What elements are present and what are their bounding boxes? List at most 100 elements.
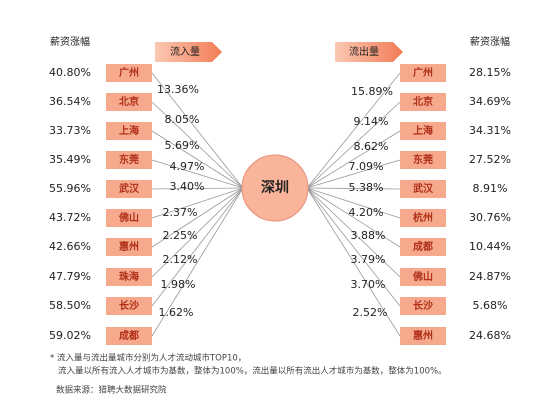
left-header: 薪资涨幅: [50, 35, 90, 48]
city-box: [106, 122, 152, 140]
connector: [306, 159, 401, 189]
city-box: [106, 180, 152, 198]
salary: 33.73%: [49, 124, 91, 137]
city: 珠海: [119, 270, 139, 283]
connector: [151, 187, 244, 337]
city: 广州: [119, 66, 139, 79]
salary: 24.87%: [469, 270, 511, 283]
flow-share: 1.62%: [159, 306, 194, 319]
connector: [151, 187, 244, 219]
city: 佛山: [412, 270, 433, 283]
connector: [151, 187, 244, 307]
connector: [151, 101, 244, 189]
city: 杭州: [413, 211, 433, 224]
connector: [306, 130, 401, 189]
flow-share: 15.89%: [351, 85, 393, 98]
city: 武汉: [119, 182, 140, 195]
city: 北京: [413, 95, 433, 108]
inflow-arrow: [155, 42, 222, 62]
city-box: [106, 209, 152, 227]
salary: 28.15%: [469, 66, 511, 79]
connector: [306, 187, 401, 337]
city: 长沙: [119, 299, 139, 312]
city: 惠州: [413, 329, 433, 342]
source: 数据来源：猎聘大数据研究院: [56, 385, 167, 396]
right-header: 薪资涨幅: [470, 35, 510, 48]
city: 北京: [119, 95, 139, 108]
flow-share: 7.09%: [349, 160, 384, 173]
connector: [151, 159, 244, 189]
salary: 40.80%: [49, 66, 91, 79]
connector: [306, 187, 401, 248]
connector: [151, 72, 244, 189]
flow-share: 3.70%: [351, 278, 386, 291]
flow-share: 2.37%: [163, 206, 198, 219]
connector: [306, 72, 401, 189]
city-box: [106, 151, 152, 169]
city-box: [400, 93, 446, 111]
center-label: 深圳: [261, 179, 289, 196]
city-box: [106, 327, 152, 345]
city-box: [106, 268, 152, 286]
city-box: [400, 64, 446, 82]
connector: [151, 187, 244, 278]
inflow-label: 流入量: [170, 45, 200, 58]
flow-share: 13.36%: [157, 83, 199, 96]
city: 成都: [119, 329, 139, 342]
salary: 5.68%: [473, 299, 508, 312]
flow-share: 9.14%: [354, 115, 389, 128]
salary: 47.79%: [49, 270, 91, 283]
outflow-arrow: [335, 42, 403, 62]
salary: 36.54%: [49, 95, 91, 108]
flow-share: 5.69%: [165, 139, 200, 152]
city: 武汉: [413, 182, 434, 195]
flow-share: 3.88%: [351, 229, 386, 242]
city-box: [400, 238, 446, 256]
city-box: [106, 93, 152, 111]
connector: [151, 130, 244, 189]
outflow-label: 流出量: [349, 45, 379, 58]
city-box: [400, 297, 446, 315]
flow-share: 3.79%: [351, 253, 386, 266]
flow-share: 8.62%: [354, 140, 389, 153]
city-box: [400, 122, 446, 140]
city: 上海: [413, 124, 433, 137]
connector: [151, 187, 244, 190]
footnote: 流入量以所有流入人才城市为基数，整体为100%，流出量以所有流出人才城市为基数，…: [58, 366, 447, 377]
city: 东莞: [413, 153, 433, 166]
city: 佛山: [118, 211, 139, 224]
city: 长沙: [413, 299, 433, 312]
flow-share: 3.40%: [170, 180, 205, 193]
salary: 30.76%: [469, 211, 511, 224]
salary: 58.50%: [49, 299, 91, 312]
city: 东莞: [119, 153, 139, 166]
flow-share: 2.52%: [353, 306, 388, 319]
city-box: [400, 180, 446, 198]
flow-share: 2.25%: [163, 229, 198, 242]
salary: 55.96%: [49, 182, 91, 195]
salary: 59.02%: [49, 329, 91, 342]
center-circle: [241, 154, 309, 222]
city: 上海: [119, 124, 139, 137]
footnote: * 流入量与流出量城市分别为人才流动城市TOP10，: [50, 353, 246, 364]
connectors: [151, 72, 401, 337]
flow-share: 8.05%: [165, 113, 200, 126]
flow-share: 1.98%: [161, 278, 196, 291]
flow-share: 5.38%: [349, 181, 384, 194]
flow-share: 4.20%: [349, 206, 384, 219]
connector: [306, 187, 401, 307]
city-box: [106, 297, 152, 315]
salary: 43.72%: [49, 211, 91, 224]
salary: 8.91%: [473, 182, 508, 195]
connector: [306, 187, 401, 278]
salary: 10.44%: [469, 240, 511, 253]
city: 惠州: [119, 240, 139, 253]
salary: 42.66%: [49, 240, 91, 253]
salary: 24.68%: [469, 329, 511, 342]
city-box: [400, 209, 446, 227]
connector: [306, 101, 401, 189]
city-box: [400, 268, 446, 286]
city: 成都: [413, 240, 433, 253]
city-box: [400, 327, 446, 345]
